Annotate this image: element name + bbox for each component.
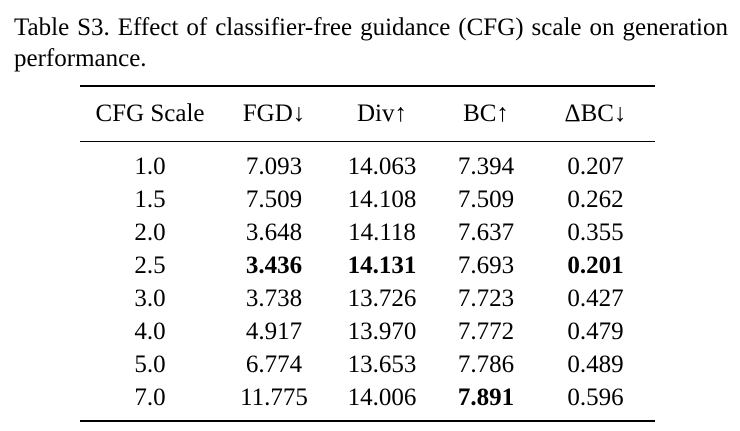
table-row: 1.5 7.509 14.108 7.509 0.262 <box>80 183 655 216</box>
table-row: 4.0 4.917 13.970 7.772 0.479 <box>80 315 655 348</box>
cell-div: 14.108 <box>347 186 417 213</box>
results-table-container: CFG Scale FGD↓ Div↑ BC↑ ΔBC↓ 1.0 7.093 1… <box>80 85 655 422</box>
header-cfg-scale: CFG Scale <box>95 100 205 127</box>
cell-div: 14.118 <box>348 219 416 246</box>
cell-div: 13.970 <box>347 318 417 345</box>
cell-delta-bc: 0.596 <box>567 384 624 411</box>
cell-fgd: 3.436 <box>245 252 303 279</box>
cell-bc: 7.891 <box>457 384 515 411</box>
cell-cfg-scale: 2.0 <box>134 219 166 246</box>
cell-div: 14.006 <box>347 384 417 411</box>
cell-div: 14.131 <box>347 252 417 279</box>
table-row: 3.0 3.738 13.726 7.723 0.427 <box>80 282 655 315</box>
cell-div: 13.653 <box>347 351 417 378</box>
cell-fgd: 7.093 <box>245 153 303 180</box>
table-caption: Table S3. Effect of classifier-free guid… <box>14 14 728 72</box>
header-bc: BC↑ <box>463 100 509 127</box>
cell-delta-bc: 0.207 <box>567 153 624 180</box>
header-delta-bc: ΔBC↓ <box>564 100 627 127</box>
cell-cfg-scale: 5.0 <box>134 351 166 378</box>
cell-bc: 7.509 <box>457 186 515 213</box>
table-row: 7.0 11.775 14.006 7.891 0.596 <box>80 381 655 421</box>
cell-cfg-scale: 7.0 <box>134 384 166 411</box>
cell-bc: 7.723 <box>457 285 515 312</box>
header-div: Div↑ <box>357 100 407 127</box>
cell-fgd: 3.648 <box>245 219 303 246</box>
cell-bc: 7.693 <box>457 252 515 279</box>
cell-cfg-scale: 1.0 <box>134 153 166 180</box>
table-row: 2.0 3.648 14.118 7.637 0.355 <box>80 216 655 249</box>
cell-bc: 7.637 <box>457 219 515 246</box>
cell-delta-bc: 0.201 <box>567 252 624 279</box>
table-row: 2.5 3.436 14.131 7.693 0.201 <box>80 249 655 282</box>
cell-fgd: 6.774 <box>245 351 303 378</box>
header-row: CFG Scale FGD↓ Div↑ BC↑ ΔBC↓ <box>80 86 655 142</box>
cell-cfg-scale: 1.5 <box>134 186 166 213</box>
cell-fgd: 11.775 <box>240 384 308 411</box>
cell-fgd: 7.509 <box>245 186 303 213</box>
cell-delta-bc: 0.427 <box>567 285 624 312</box>
cell-bc: 7.786 <box>457 351 515 378</box>
cell-cfg-scale: 2.5 <box>134 252 166 279</box>
cell-delta-bc: 0.489 <box>567 351 624 378</box>
cell-div: 14.063 <box>347 153 417 180</box>
cell-fgd: 4.917 <box>245 318 303 345</box>
cell-delta-bc: 0.479 <box>567 318 624 345</box>
cell-delta-bc: 0.355 <box>567 219 624 246</box>
header-fgd: FGD↓ <box>242 100 306 127</box>
cell-bc: 7.772 <box>457 318 515 345</box>
cell-bc: 7.394 <box>457 153 515 180</box>
cell-cfg-scale: 3.0 <box>134 285 166 312</box>
cell-cfg-scale: 4.0 <box>134 318 166 345</box>
table-row: 5.0 6.774 13.653 7.786 0.489 <box>80 348 655 381</box>
cfg-scale-table: CFG Scale FGD↓ Div↑ BC↑ ΔBC↓ 1.0 7.093 1… <box>80 85 655 422</box>
cell-div: 13.726 <box>347 285 417 312</box>
table-row: 1.0 7.093 14.063 7.394 0.207 <box>80 142 655 184</box>
cell-delta-bc: 0.262 <box>567 186 624 213</box>
cell-fgd: 3.738 <box>245 285 303 312</box>
